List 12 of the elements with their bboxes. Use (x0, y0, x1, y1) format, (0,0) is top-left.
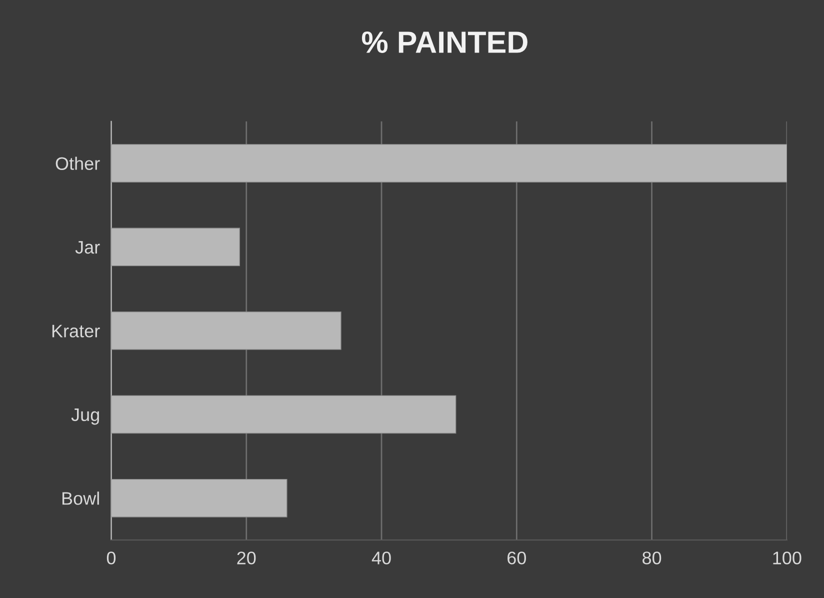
y-tick-label: Bowl (62, 492, 99, 505)
y-tick-label: Jug (71, 408, 99, 425)
y-tick-label: Jar (75, 241, 100, 254)
x-tick-label: 40 (372, 552, 391, 564)
x-tick-label: 80 (642, 552, 662, 564)
x-tick-label: 60 (508, 552, 526, 564)
chart-title: % PAINTED (362, 31, 528, 53)
y-tick-label: Other (56, 156, 100, 170)
x-tick-label: 100 (773, 552, 802, 564)
x-tick-label: 20 (237, 552, 256, 564)
x-tick-label: 0 (106, 552, 116, 564)
y-tick-label: Krater (52, 324, 100, 338)
